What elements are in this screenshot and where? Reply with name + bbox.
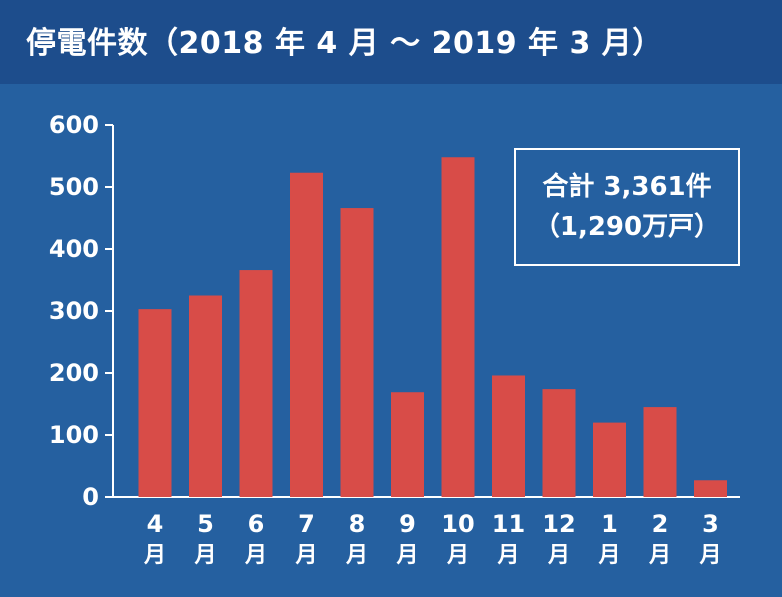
- bar: [391, 392, 424, 497]
- x-tick-label-month-number: 11: [492, 510, 525, 538]
- bar: [441, 157, 475, 498]
- total-households: （1,290万戸）: [533, 212, 721, 242]
- total-summary-box: 合計 3,361件 （1,290万戸）: [514, 148, 740, 266]
- x-tick-label-month-unit: 月: [244, 543, 267, 568]
- x-tick-label-month-number: 1: [601, 510, 618, 538]
- bar: [643, 407, 677, 497]
- x-tick-label-month-unit: 月: [294, 543, 317, 568]
- bar: [138, 309, 172, 497]
- x-tick-label-month-unit: 月: [496, 543, 519, 568]
- x-tick-label-month-number: 6: [248, 510, 265, 538]
- x-tick-label-month-unit: 月: [698, 543, 721, 568]
- x-tick-label-month-number: 4: [147, 510, 164, 538]
- total-count: 合計 3,361件: [542, 172, 712, 202]
- y-tick-label: 100: [49, 421, 99, 449]
- title-bar: 停電件数（2018 年 4 月 〜 2019 年 3 月）: [0, 0, 782, 84]
- x-tick-label-month-unit: 月: [193, 543, 216, 568]
- x-tick-label-month-unit: 月: [395, 543, 418, 568]
- bar: [542, 389, 576, 497]
- bar: [290, 172, 323, 498]
- y-tick-label: 200: [49, 359, 99, 387]
- x-tick-label-month-unit: 月: [345, 543, 368, 568]
- y-tick-label: 600: [49, 111, 99, 139]
- x-tick-label-month-number: 10: [441, 510, 474, 538]
- bar: [239, 270, 273, 497]
- x-tick-label-month-unit: 月: [547, 543, 570, 568]
- x-tick-label-month-unit: 月: [597, 543, 620, 568]
- bar: [593, 422, 626, 497]
- chart-title: 停電件数（2018 年 4 月 〜 2019 年 3 月）: [26, 26, 663, 61]
- x-tick-label-month-number: 2: [652, 510, 669, 538]
- x-tick-label-month-unit: 月: [446, 543, 469, 568]
- x-tick-label-month-number: 9: [399, 510, 416, 538]
- bar: [189, 295, 222, 497]
- x-tick-label-month-number: 5: [197, 510, 214, 538]
- x-tick-label-month-unit: 月: [143, 543, 166, 568]
- x-tick-label-month-number: 12: [542, 510, 575, 538]
- x-tick-label-month-unit: 月: [648, 543, 671, 568]
- y-tick-label: 500: [49, 173, 99, 201]
- bar: [340, 208, 374, 497]
- bar: [492, 375, 525, 497]
- y-tick-label: 0: [82, 483, 99, 511]
- y-tick-label: 400: [49, 235, 99, 263]
- bar: [694, 480, 727, 497]
- y-tick-label: 300: [49, 297, 99, 325]
- x-tick-label-month-number: 8: [349, 510, 366, 538]
- x-tick-label-month-number: 3: [702, 510, 719, 538]
- x-tick-label-month-number: 7: [298, 510, 315, 538]
